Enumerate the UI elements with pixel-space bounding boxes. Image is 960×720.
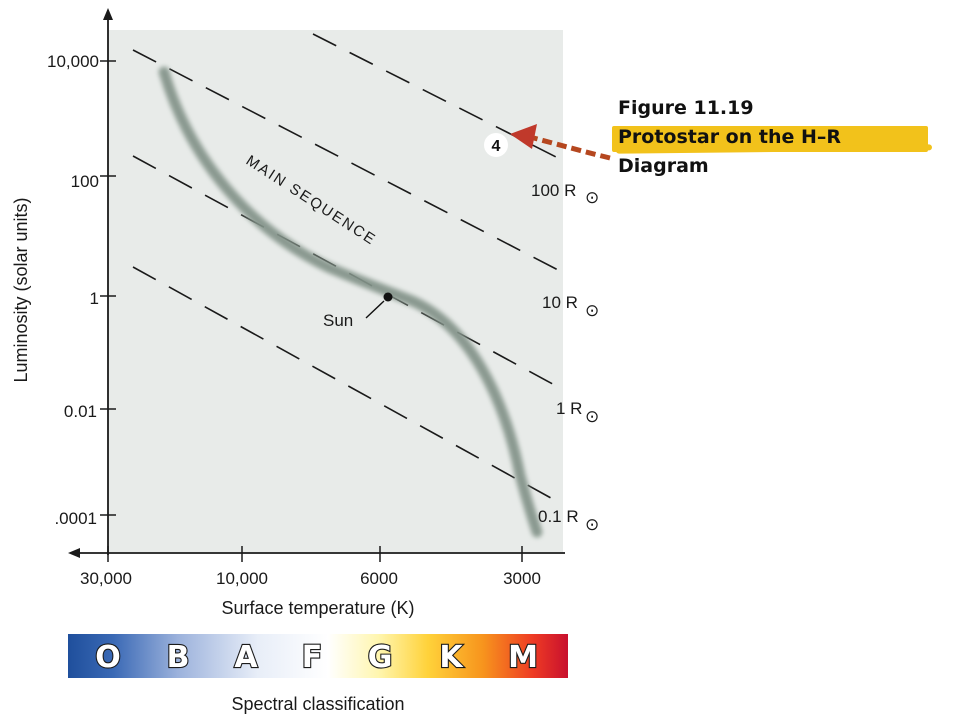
spectral-class-f: F bbox=[302, 640, 323, 675]
sun-symbol-icon: ⊙ bbox=[585, 407, 599, 426]
y-tick-label: 10,000 bbox=[47, 52, 99, 71]
axes bbox=[68, 8, 565, 558]
y-tick-label: 1 bbox=[90, 289, 99, 308]
sun-symbol-icon: ⊙ bbox=[585, 515, 599, 534]
radius-label-0-1: 0.1 R ⊙ bbox=[538, 507, 599, 534]
y-axis-title: Luminosity (solar units) bbox=[11, 197, 31, 382]
sun-label: Sun bbox=[323, 311, 353, 330]
protostar-marker-label: 4 bbox=[492, 138, 501, 155]
radius-label-1: 1 R ⊙ bbox=[556, 399, 599, 426]
radius-label-value: 10 R bbox=[542, 293, 578, 312]
spectral-bar bbox=[68, 634, 568, 678]
y-tick-label: .0001 bbox=[54, 509, 97, 528]
spectral-class-a: A bbox=[234, 640, 258, 675]
sun-point bbox=[383, 292, 393, 302]
spectral-class-k: K bbox=[439, 640, 464, 675]
x-tick-label: 6000 bbox=[360, 569, 398, 588]
spectral-class-b: B bbox=[167, 640, 190, 675]
spectral-class-letters: O B A F G K M bbox=[94, 639, 539, 676]
caption-line-2: Protostar on the H–R bbox=[618, 126, 842, 148]
figure-caption: Figure 11.19 Protostar on the H–R Diagra… bbox=[618, 94, 938, 181]
x-axis-arrowhead bbox=[68, 548, 80, 558]
protostar-arrow bbox=[510, 124, 611, 161]
spectral-class-g: G bbox=[368, 640, 393, 675]
radius-label-value: 1 R bbox=[556, 399, 582, 418]
sun-symbol-icon: ⊙ bbox=[585, 188, 599, 207]
radius-label-value: 100 R bbox=[531, 181, 576, 200]
caption-line-3: Diagram bbox=[618, 155, 709, 177]
radius-label-100: 100 R ⊙ bbox=[531, 181, 599, 207]
caption-highlight bbox=[612, 126, 928, 152]
spectral-class-m: M bbox=[508, 640, 538, 675]
x-tick-label: 3000 bbox=[503, 569, 541, 588]
radius-label-value: 0.1 R bbox=[538, 507, 579, 526]
y-tick-label: 100 bbox=[71, 172, 99, 191]
x-tick-label: 10,000 bbox=[216, 569, 268, 588]
sun-symbol-icon: ⊙ bbox=[585, 301, 599, 320]
x-tick-label: 30,000 bbox=[80, 569, 132, 588]
caption-line-1: Figure 11.19 bbox=[618, 97, 754, 119]
sun-leader-line bbox=[365, 300, 385, 319]
y-tick-label: 0.01 bbox=[64, 402, 97, 421]
protostar-marker: 4 bbox=[484, 133, 508, 157]
radius-label-10: 10 R ⊙ bbox=[542, 293, 599, 320]
spectral-classification-title: Spectral classification bbox=[231, 694, 404, 714]
y-axis-arrowhead bbox=[103, 8, 113, 20]
x-axis-title: Surface temperature (K) bbox=[221, 598, 414, 618]
spectral-class-o: O bbox=[95, 640, 121, 675]
